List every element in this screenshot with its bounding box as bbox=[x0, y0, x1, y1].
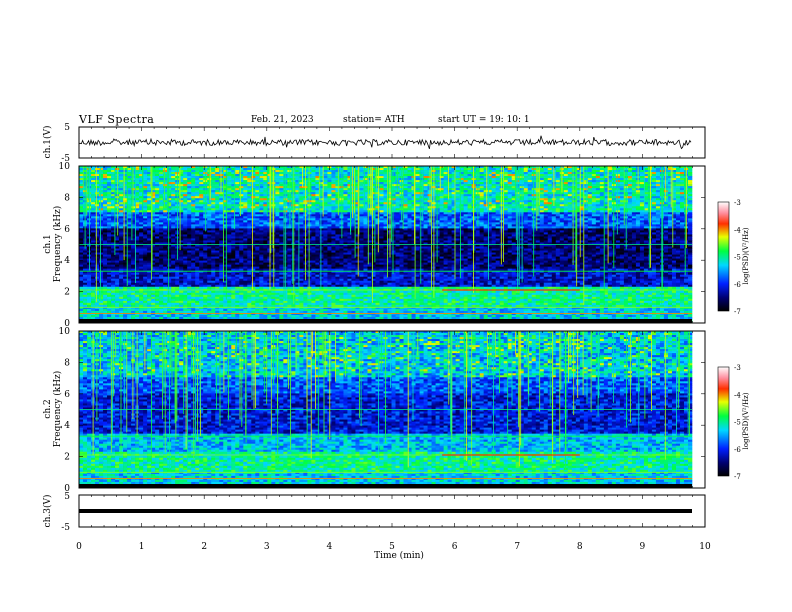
ytick-label: 2 bbox=[64, 288, 70, 298]
colorbar-ch2: -3 -4 -5 -6 -7 log(PSD)(V²/Hz) bbox=[718, 364, 750, 481]
colorbar-ch1: -3 -4 -5 -6 -7 log(PSD)(V²/Hz) bbox=[718, 199, 750, 316]
ytick-5: 5 bbox=[64, 492, 70, 502]
ytick-label: 4 bbox=[64, 421, 70, 431]
xtick-label: 4 bbox=[327, 542, 333, 552]
colorbar-tick: -6 bbox=[734, 446, 741, 454]
panel-ch3-waveform: ch.3(V) 5 -5 0 1 2 3 4 5 6 7 8 9 10 Time (min) bbox=[42, 492, 711, 561]
colorbar-tick: -5 bbox=[734, 419, 741, 427]
colorbar-tick: -4 bbox=[734, 391, 741, 399]
ytick-label: 8 bbox=[64, 358, 70, 368]
colorbar-label: log(PSD)(V²/Hz) bbox=[742, 392, 750, 449]
colorbar-tick: -4 bbox=[734, 226, 741, 234]
xtick-label: 1 bbox=[139, 542, 145, 552]
ytick-label: 10 bbox=[59, 327, 71, 337]
ylabel-ch1-top: ch.1 bbox=[43, 234, 53, 253]
colorbar-tick: -7 bbox=[734, 308, 741, 316]
ytick-label: 10 bbox=[59, 162, 71, 172]
colorbar-tick: -5 bbox=[734, 254, 741, 262]
ylabel-frequency-ch1: Frequency (kHz) bbox=[52, 206, 63, 283]
xtick-label: 0 bbox=[76, 542, 82, 552]
spectrogram-ch1-image bbox=[79, 166, 692, 323]
xtick-label: 6 bbox=[452, 542, 458, 552]
xtick-label: 8 bbox=[577, 542, 583, 552]
colorbar-tick: -7 bbox=[734, 473, 741, 481]
xtick-label: 9 bbox=[640, 542, 646, 552]
xtick-label: 7 bbox=[514, 542, 520, 552]
ylabel-ch3: ch.3(V) bbox=[42, 495, 53, 528]
colorbar-tick: -3 bbox=[734, 199, 741, 207]
colorbar-label: log(PSD)(V²/Hz) bbox=[742, 227, 750, 284]
ytick-neg5: -5 bbox=[61, 523, 70, 533]
ylabel-frequency-ch2: Frequency (kHz) bbox=[52, 371, 63, 448]
colorbar-gradient bbox=[718, 202, 729, 311]
ytick-5: 5 bbox=[64, 123, 70, 133]
ytick-label: 4 bbox=[64, 256, 70, 266]
ytick-label: 6 bbox=[64, 225, 70, 235]
ylabel-ch2-top: ch.2 bbox=[43, 399, 53, 418]
xlabel-time: Time (min) bbox=[374, 550, 424, 561]
xtick-label: 3 bbox=[264, 542, 270, 552]
vlf-figure: ch.1(V) 5 -5 ch.1 Frequency (kHz) 108642… bbox=[0, 0, 792, 612]
ylabel-ch1: ch.1(V) bbox=[42, 126, 53, 159]
colorbar-tick: -6 bbox=[734, 281, 741, 289]
ytick-label: 6 bbox=[64, 390, 70, 400]
spectrogram-ch2-image bbox=[79, 331, 692, 488]
colorbar-gradient bbox=[718, 367, 729, 476]
ytick-label: 2 bbox=[64, 453, 70, 463]
ytick-label: 8 bbox=[64, 193, 70, 203]
ch3-waveform-line bbox=[79, 509, 692, 513]
xtick-label: 10 bbox=[699, 542, 711, 552]
colorbar-tick: -3 bbox=[734, 364, 741, 372]
xtick-label: 2 bbox=[201, 542, 207, 552]
